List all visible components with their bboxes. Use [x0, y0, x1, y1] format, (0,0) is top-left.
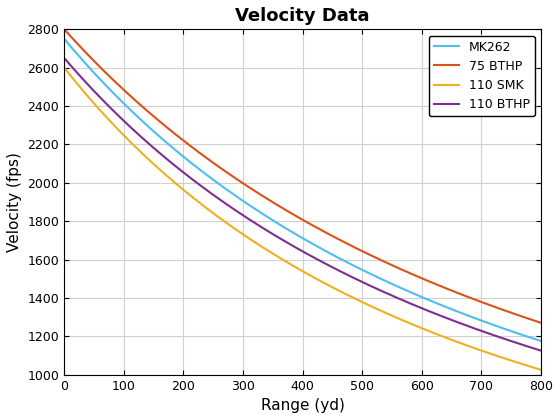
75 BTHP [61, 27, 68, 32]
110 SMK [110, 121, 116, 126]
Line: 110 SMK: 110 SMK [64, 68, 541, 370]
MK262 [433, 300, 440, 305]
MK262 [441, 304, 448, 309]
MK262 [110, 90, 116, 95]
110 SMK [538, 368, 544, 373]
110 BTHP [433, 311, 440, 316]
110 SMK [441, 335, 448, 340]
110 SMK [254, 241, 260, 246]
110 BTHP [61, 55, 68, 60]
Line: 75 BTHP: 75 BTHP [64, 29, 541, 323]
Y-axis label: Velocity (fps): Velocity (fps) [7, 152, 22, 252]
Line: 110 BTHP: 110 BTHP [64, 58, 541, 351]
MK262 [388, 281, 395, 286]
110 SMK [433, 331, 440, 336]
110 BTHP [538, 348, 544, 353]
MK262 [538, 339, 544, 344]
MK262 [271, 219, 278, 224]
Legend: MK262, 75 BTHP, 110 SMK, 110 BTHP: MK262, 75 BTHP, 110 SMK, 110 BTHP [429, 36, 535, 116]
75 BTHP [110, 77, 116, 82]
75 BTHP [271, 201, 278, 206]
110 SMK [61, 65, 68, 70]
110 SMK [388, 313, 395, 318]
110 BTHP [388, 293, 395, 298]
75 BTHP [538, 320, 544, 326]
MK262 [254, 208, 260, 213]
75 BTHP [388, 262, 395, 268]
110 BTHP [110, 108, 116, 113]
110 SMK [271, 252, 278, 257]
X-axis label: Range (yd): Range (yd) [261, 398, 344, 413]
Line: MK262: MK262 [64, 39, 541, 341]
75 BTHP [254, 190, 260, 195]
75 BTHP [433, 282, 440, 287]
MK262 [61, 37, 68, 42]
Title: Velocity Data: Velocity Data [235, 7, 370, 25]
75 BTHP [441, 285, 448, 290]
110 BTHP [441, 315, 448, 320]
110 BTHP [271, 232, 278, 237]
110 BTHP [254, 222, 260, 227]
